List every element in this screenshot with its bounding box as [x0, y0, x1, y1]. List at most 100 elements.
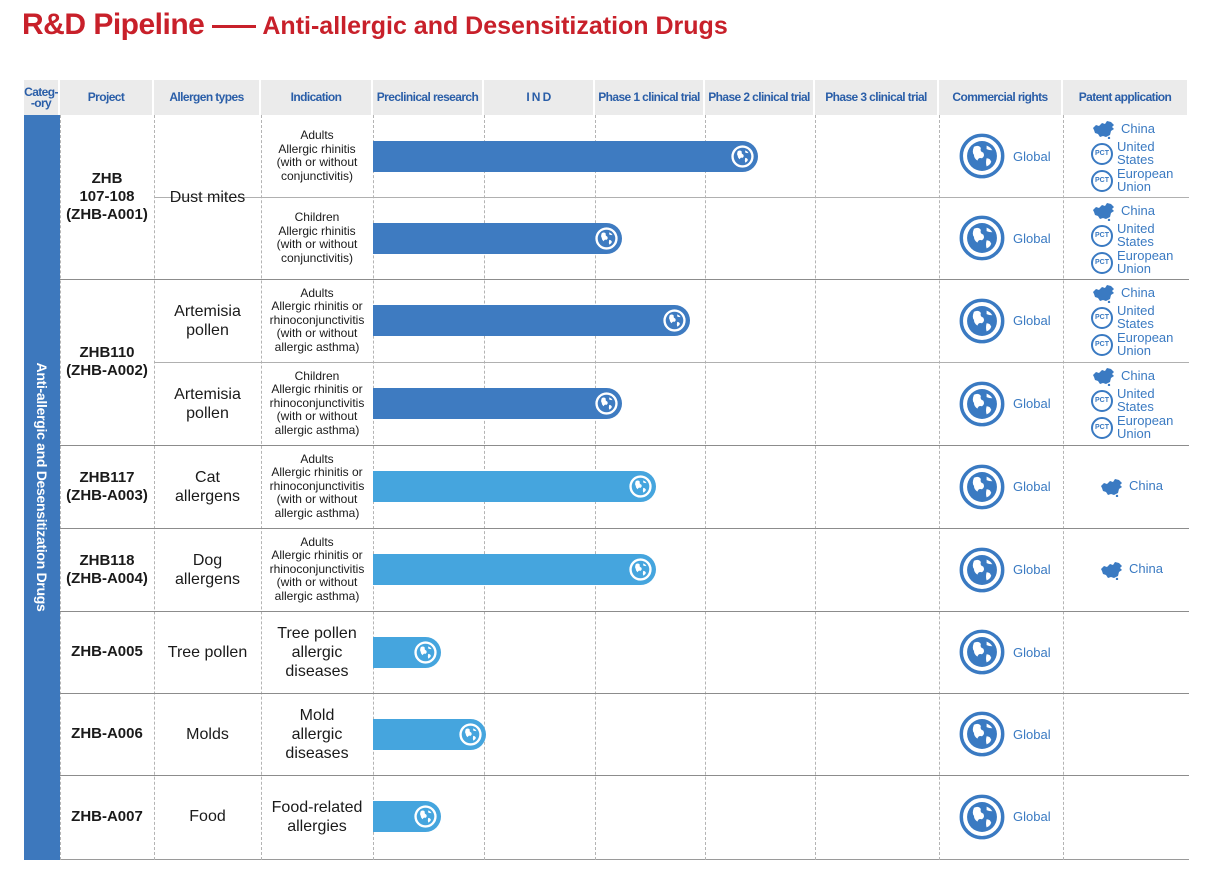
china-map-icon: [1099, 477, 1125, 497]
commercial-rights-label: Global: [1013, 313, 1051, 328]
row-divider: [154, 197, 1189, 198]
progress-bar: [373, 636, 441, 668]
allergen-type: Dog allergens: [175, 551, 240, 588]
pipeline-table: Categ- -ory Project Allergen types Indicatio…: [24, 80, 1189, 860]
progress-bar: [373, 140, 758, 172]
patent-label: United States: [1117, 386, 1155, 414]
column-divider: [939, 115, 940, 860]
commercial-rights: Global: [959, 133, 1051, 179]
globe-icon: [959, 629, 1005, 675]
indication-text: Adults Allergic rhinitis or rhinoconjuncti…: [269, 285, 365, 354]
row-divider: [60, 611, 1189, 612]
patent-item-pct: PCT United States: [1091, 386, 1155, 414]
china-map-icon: [1099, 560, 1125, 580]
commercial-rights: Global: [959, 464, 1051, 510]
commercial-rights: Global: [959, 298, 1051, 344]
patent-item-china: China: [1091, 366, 1155, 387]
header-cell-10: Commercial rights: [939, 80, 1063, 115]
progress-bar: [373, 554, 656, 585]
globe-icon: [627, 556, 654, 583]
indication-text: Adults Allergic rhinitis or rhinoconjuncti…: [269, 451, 365, 520]
patent-item-china: China: [1099, 477, 1163, 497]
china-map-icon: [1091, 201, 1117, 222]
allergen-type: Artemisia pollen: [174, 302, 241, 339]
patent-item-china: China: [1091, 201, 1155, 222]
patent-label: China: [1121, 367, 1155, 383]
patent-item-pct: PCT European Union: [1091, 249, 1173, 275]
patent-list: China PCT United States PCT European Union: [1091, 197, 1211, 279]
patent-list: China PCT United States PCT European Union: [1091, 362, 1211, 445]
commercial-rights: Global: [959, 794, 1051, 840]
globe-icon: [959, 794, 1005, 840]
patent-item-china: China: [1091, 283, 1155, 304]
allergen-type: Cat allergens: [175, 468, 240, 505]
globe-icon: [627, 473, 654, 500]
commercial-rights: Global: [959, 547, 1051, 593]
commercial-rights: Global: [959, 711, 1051, 757]
project-name: ZHB118 (ZHB-A004): [66, 551, 148, 587]
globe-icon: [729, 142, 756, 170]
globe-icon: [959, 215, 1005, 261]
commercial-rights: Global: [959, 629, 1051, 675]
header-cell-5: Preclinical research: [373, 80, 484, 115]
progress-bar: [373, 388, 622, 419]
header-cell-8: Phase 2 clinical trial: [705, 80, 815, 115]
header-cell-1: Categ- -ory: [24, 80, 60, 115]
commercial-rights-label: Global: [1013, 644, 1051, 660]
header-cell-3: Allergen types: [154, 80, 261, 115]
allergen-type: Dust mites: [169, 188, 246, 206]
category-label: Anti-allergic and Desensitization Drugs: [34, 362, 50, 612]
column-divider: [705, 115, 706, 860]
pct-icon: PCT: [1091, 251, 1113, 274]
column-divider: [154, 115, 155, 860]
pct-icon: PCT: [1091, 333, 1113, 356]
column-divider: [815, 115, 816, 860]
china-map-icon: [1091, 366, 1117, 387]
commercial-rights: Global: [959, 381, 1051, 427]
patent-item-pct: PCT European Union: [1091, 167, 1173, 193]
pct-icon: PCT: [1091, 389, 1113, 412]
patent-item-pct: PCT United States: [1091, 139, 1155, 167]
patent-label: European Union: [1117, 413, 1174, 441]
project-name: ZHB117 (ZHB-A003): [66, 468, 148, 504]
allergen-type: Molds: [186, 725, 229, 743]
progress-bar: [373, 471, 656, 502]
commercial-rights-label: Global: [1013, 726, 1051, 742]
progress-bar: [373, 222, 622, 254]
commercial-rights-label: Global: [1013, 809, 1051, 824]
globe-icon: [959, 711, 1005, 757]
title-dash: [212, 25, 257, 29]
china-map-icon: [1091, 283, 1117, 304]
patent-label: China: [1121, 202, 1155, 218]
globe-icon: [959, 547, 1005, 593]
indication-text: Children Allergic rhinitis (with or withou…: [276, 210, 358, 265]
header-cell-4: Indication: [261, 80, 373, 115]
pct-icon: PCT: [1091, 169, 1113, 192]
column-divider: [1063, 115, 1064, 860]
globe-icon: [593, 224, 620, 252]
column-divider: [261, 115, 262, 860]
patent-list: China: [1091, 445, 1211, 528]
globe-icon: [959, 464, 1005, 510]
commercial-rights: Global: [959, 215, 1051, 261]
globe-icon: [412, 803, 439, 830]
patent-label: United States: [1117, 139, 1155, 167]
header-row: Categ- -ory Project Allergen types Indicatio…: [24, 80, 1189, 115]
commercial-rights-label: Global: [1013, 479, 1051, 494]
title-main: R&D Pipeline: [22, 8, 205, 41]
indication-text: Food-related allergies: [271, 798, 363, 835]
row-divider: [60, 693, 1189, 694]
patent-label: China: [1121, 120, 1155, 136]
header-cell-9: Phase 3 clinical trial: [815, 80, 939, 115]
globe-icon: [959, 133, 1005, 179]
globe-icon: [959, 298, 1005, 344]
china-map-icon: [1091, 119, 1117, 140]
commercial-rights-label: Global: [1013, 230, 1051, 246]
patent-item-pct: PCT United States: [1091, 304, 1155, 330]
header-cell-11: Patent application: [1063, 80, 1189, 115]
patent-label: China: [1129, 561, 1163, 577]
project-name: ZHB 107-108 (ZHB-A001): [66, 170, 148, 223]
pct-icon: PCT: [1091, 416, 1113, 439]
patent-item-china: China: [1091, 119, 1155, 140]
patent-list: China: [1091, 528, 1211, 611]
